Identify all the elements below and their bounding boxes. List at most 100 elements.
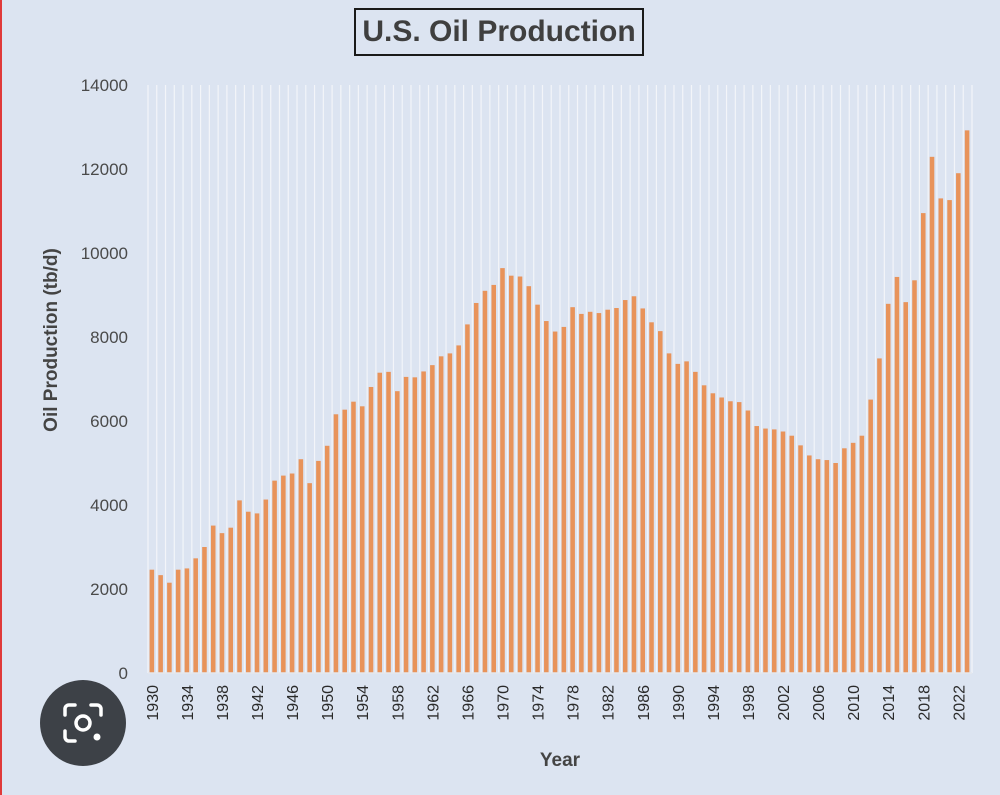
bar <box>544 321 549 673</box>
bar <box>649 322 654 673</box>
x-tick-label: 1974 <box>531 685 548 721</box>
y-tick-label: 10000 <box>81 244 128 263</box>
bar <box>780 431 786 673</box>
bar <box>885 303 891 673</box>
bar <box>202 547 207 673</box>
bar <box>579 313 584 673</box>
x-tick-label: 1994 <box>706 685 723 721</box>
screen-edge-line <box>0 0 2 795</box>
x-tick-label: 2014 <box>881 685 898 721</box>
bar <box>658 331 663 673</box>
bar <box>736 402 742 673</box>
bar <box>552 331 558 673</box>
bar <box>473 302 479 673</box>
x-tick-label: 2010 <box>846 685 863 721</box>
bar <box>596 313 602 673</box>
bar <box>850 442 856 673</box>
bar <box>246 511 251 673</box>
bar <box>482 290 488 673</box>
bar <box>175 569 181 673</box>
y-tick-label: 8000 <box>90 328 128 347</box>
bar <box>798 445 803 673</box>
bar <box>947 200 952 673</box>
bar <box>693 371 698 673</box>
bar <box>859 435 865 673</box>
bar <box>149 569 155 673</box>
x-tick-label: 1986 <box>636 685 653 721</box>
bar <box>728 401 733 673</box>
bar <box>842 448 847 673</box>
bar <box>956 173 961 673</box>
x-tick-label: 1946 <box>285 685 302 721</box>
bar <box>631 296 637 673</box>
chart-title: U.S. Oil Production <box>354 8 644 56</box>
bar <box>710 393 716 673</box>
lens-search-button[interactable] <box>40 680 126 766</box>
bar <box>622 300 628 673</box>
bar <box>465 324 470 673</box>
x-tick-label: 1934 <box>180 685 197 721</box>
bar <box>763 428 768 673</box>
bar <box>912 280 917 673</box>
bar <box>938 198 944 673</box>
x-tick-label: 1966 <box>460 685 477 721</box>
bar <box>421 371 426 673</box>
bar <box>789 435 795 673</box>
bar <box>324 445 330 673</box>
bar <box>359 406 365 673</box>
x-tick-label: 1970 <box>495 685 512 721</box>
x-axis-title: Year <box>540 750 581 771</box>
x-tick-label: 1942 <box>250 685 267 721</box>
y-tick-label: 4000 <box>90 496 128 515</box>
bar <box>184 568 190 673</box>
bar <box>403 376 409 673</box>
bar <box>894 276 900 673</box>
bar <box>438 356 444 673</box>
x-tick-label: 1962 <box>425 685 442 721</box>
bar <box>500 268 505 673</box>
bar <box>833 463 838 673</box>
bar <box>377 372 383 673</box>
bar <box>219 533 225 673</box>
bar <box>351 401 356 673</box>
bar <box>395 391 400 673</box>
bar <box>684 361 689 673</box>
bar <box>903 302 909 673</box>
bar <box>701 385 707 673</box>
bar <box>210 525 216 673</box>
bar <box>964 130 970 674</box>
bar <box>298 459 304 673</box>
x-tick-label: 1990 <box>671 685 688 721</box>
bar <box>158 575 163 673</box>
x-tick-label: 1930 <box>145 685 162 721</box>
bar <box>430 365 435 673</box>
x-tick-label: 1958 <box>390 685 407 721</box>
bar <box>570 307 575 673</box>
bar <box>526 286 532 673</box>
bar <box>614 308 619 673</box>
bar <box>920 213 926 673</box>
bar <box>456 345 461 673</box>
bar <box>605 309 610 673</box>
bar <box>807 455 812 673</box>
bar <box>535 304 540 673</box>
x-tick-label: 1950 <box>320 685 337 721</box>
bar <box>254 513 260 673</box>
bar <box>719 397 724 673</box>
bar <box>824 460 830 673</box>
bar <box>771 429 777 673</box>
x-tick-label: 2002 <box>776 685 793 721</box>
x-tick-label: 1938 <box>215 685 232 721</box>
bar <box>675 363 681 673</box>
bar <box>333 414 339 673</box>
bar <box>272 480 277 673</box>
bar <box>368 386 374 673</box>
bar <box>754 426 759 673</box>
bar <box>228 527 234 673</box>
bar <box>386 371 391 673</box>
y-tick-label: 12000 <box>81 160 128 179</box>
bar <box>412 377 418 673</box>
bar <box>587 311 593 673</box>
bar <box>517 276 523 673</box>
bar <box>508 275 514 673</box>
